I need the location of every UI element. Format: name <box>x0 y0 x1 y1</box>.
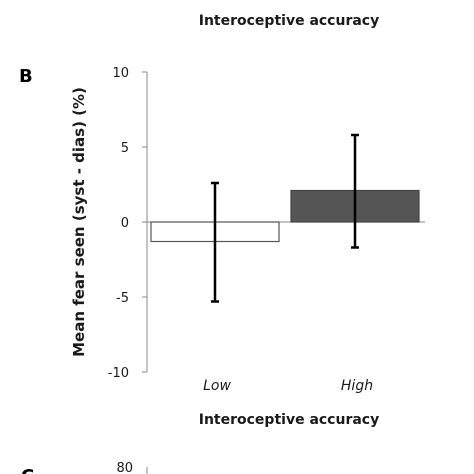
category-label-high: High <box>341 378 373 394</box>
category-labels: Low High <box>203 378 373 394</box>
y-tick-label: 0 <box>121 216 129 231</box>
panel-label-b: B <box>19 66 33 87</box>
y-tick-label: 10 <box>112 66 129 81</box>
x-axis-label: Interoceptive accuracy <box>199 412 379 428</box>
y-tick-label: -5 <box>116 291 129 306</box>
top-title: Interoceptive accuracy <box>199 13 379 29</box>
y-tick-label: 5 <box>121 141 129 156</box>
error-bars <box>211 133 359 303</box>
y-axis-label: Mean fear seen (syst - dias) (%) <box>70 87 88 357</box>
panel-label-c: C <box>21 466 34 474</box>
category-label-low: Low <box>203 378 231 394</box>
y-tick-label: -10 <box>108 366 129 381</box>
y-ticks: 10 5 0 -5 -10 <box>108 66 147 381</box>
next-panel-tick: 80 <box>116 461 133 474</box>
bars <box>150 189 420 243</box>
